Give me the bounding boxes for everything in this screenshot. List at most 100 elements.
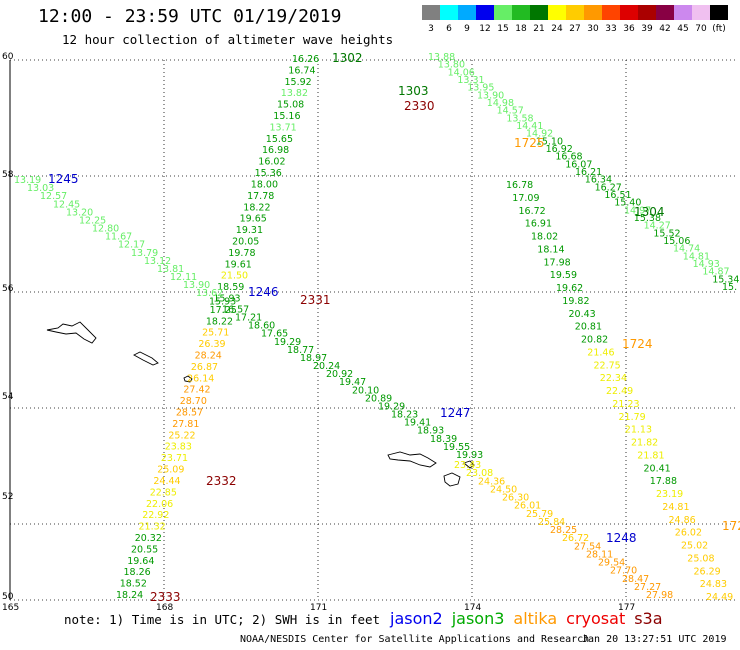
pass-time-label: 1246 bbox=[248, 285, 279, 299]
wave-height-value: 14.41 bbox=[516, 121, 543, 132]
wave-height-value: 16.72 bbox=[519, 206, 546, 217]
island-shape bbox=[443, 472, 461, 487]
legend-label: 39 bbox=[641, 24, 653, 34]
wave-height-value: 12.17 bbox=[118, 240, 145, 251]
wave-height-value: 13.12 bbox=[144, 256, 171, 267]
wave-height-value: 13.81 bbox=[157, 264, 184, 275]
wave-height-value: 20.43 bbox=[569, 309, 596, 320]
legend-label: 3 bbox=[428, 24, 434, 34]
pass-time-label: 1248 bbox=[606, 531, 637, 545]
pass-time-label: 2333 bbox=[150, 590, 181, 604]
pass-time-label: 1724 bbox=[622, 337, 653, 351]
pass-time-label: 1303 bbox=[398, 84, 429, 98]
wave-height-value: 26.30 bbox=[502, 493, 529, 504]
map-subtitle: 12 hour collection of altimeter wave hei… bbox=[62, 32, 394, 47]
wave-height-value: 17.98 bbox=[544, 257, 571, 268]
wave-height-value: 12.80 bbox=[92, 224, 119, 235]
wave-height-value: 19.29 bbox=[274, 337, 301, 348]
wave-height-value: 16.51 bbox=[604, 190, 631, 201]
wave-height-value: 21.82 bbox=[631, 438, 658, 449]
legend-label: 33 bbox=[605, 24, 617, 34]
wave-height-value: 16.91 bbox=[525, 219, 552, 230]
wave-height-value: 19.61 bbox=[225, 259, 252, 270]
wave-height-value: 13.90 bbox=[183, 280, 210, 291]
wave-height-value: 20.55 bbox=[131, 544, 158, 555]
legend-label: 70 bbox=[695, 24, 707, 34]
wave-height-value: 19.93 bbox=[456, 450, 483, 461]
wave-height-value: 25.71 bbox=[202, 328, 229, 339]
wave-height-value: 13.90 bbox=[477, 90, 504, 101]
wave-height-value: 13.80 bbox=[438, 60, 465, 71]
wave-height-value: 13.88 bbox=[428, 52, 455, 63]
satellite-legend-item: s3a bbox=[634, 609, 663, 628]
wave-height-value: 15.10 bbox=[536, 136, 563, 147]
legend-label: 42 bbox=[659, 24, 671, 34]
latitude-tick-label: 60 bbox=[2, 52, 14, 62]
wave-height-value: 17.65 bbox=[261, 329, 288, 340]
wave-height-value: 18.93 bbox=[417, 426, 444, 437]
wave-height-value: 23.08 bbox=[466, 468, 493, 479]
legend-swatch bbox=[584, 5, 602, 20]
legend-swatch bbox=[548, 5, 566, 20]
satellite-legend-item: altika bbox=[513, 609, 558, 628]
wave-height-value: 16.21 bbox=[575, 167, 602, 178]
island-shape bbox=[183, 375, 193, 383]
legend-label: 27 bbox=[569, 24, 581, 34]
wave-height-value: 22.06 bbox=[146, 499, 173, 510]
wave-height-value: 18.59 bbox=[217, 282, 244, 293]
longitude-tick-label: 177 bbox=[618, 603, 635, 613]
wave-height-value: 19.29 bbox=[378, 402, 405, 413]
wave-height-value: 16.92 bbox=[546, 144, 573, 155]
wave-height-value: 12.57 bbox=[40, 191, 67, 202]
wave-height-value: 22.75 bbox=[594, 360, 621, 371]
wave-height-value: 21.13 bbox=[625, 425, 652, 436]
legend-swatch bbox=[458, 5, 476, 20]
wave-height-value: 13.71 bbox=[270, 122, 297, 133]
wave-height-values: 16.2616.7415.9213.8215.0815.1613.7115.65… bbox=[14, 52, 739, 603]
wave-height-value: 13.79 bbox=[131, 248, 158, 259]
wave-height-value: 15.08 bbox=[277, 100, 304, 111]
wave-height-value: 15.52 bbox=[653, 228, 680, 239]
wave-height-value: 18.97 bbox=[300, 353, 327, 364]
wave-height-value: 27.98 bbox=[646, 590, 673, 601]
legend-swatch bbox=[512, 5, 530, 20]
wave-height-value: 19.64 bbox=[127, 556, 154, 567]
legend-swatch bbox=[440, 5, 458, 20]
wave-height-value: 21.79 bbox=[619, 412, 646, 423]
wave-height-value: 14.93 bbox=[693, 259, 720, 270]
pass-time-label: 1302 bbox=[332, 51, 363, 65]
legend-label: 15 bbox=[497, 24, 509, 34]
wave-height-value: 19.31 bbox=[236, 225, 263, 236]
pass-time-label: 1725 bbox=[514, 136, 545, 150]
wave-height-value: 17.09 bbox=[512, 193, 539, 204]
wave-height-value: 15.92 bbox=[285, 77, 312, 88]
wave-height-value: 19.78 bbox=[228, 248, 255, 259]
wave-height-value: 16.07 bbox=[565, 159, 592, 170]
wave-height-value: 18.14 bbox=[537, 244, 564, 255]
island-shape bbox=[133, 351, 159, 366]
wave-height-value: 11.67 bbox=[105, 232, 132, 243]
wave-height-value: 16.02 bbox=[258, 157, 285, 168]
wave-height-value: 20.32 bbox=[135, 533, 162, 544]
wave-height-value: 27.42 bbox=[183, 385, 210, 396]
latitude-tick-label: 56 bbox=[2, 284, 14, 294]
wave-height-value: 21.23 bbox=[612, 399, 639, 410]
island-shape bbox=[463, 460, 475, 469]
pass-time-label: 172 bbox=[722, 519, 740, 533]
credit-line: NOAA/NESDIS Center for Satellite Applica… bbox=[240, 634, 590, 645]
wave-height-value: 14.81 bbox=[683, 251, 710, 262]
wave-height-value: 12.11 bbox=[170, 272, 197, 283]
pass-time-label: 2332 bbox=[206, 474, 237, 488]
wave-height-value: 25.09 bbox=[157, 465, 184, 476]
legend-label: 18 bbox=[515, 24, 527, 34]
wave-height-value: 18.22 bbox=[206, 316, 233, 327]
wave-height-value: 17.21 bbox=[235, 313, 262, 324]
latitude-tick-label: 50 bbox=[2, 592, 14, 602]
satellite-legend-item: jason3 bbox=[451, 609, 505, 628]
legend-label: 24 bbox=[551, 24, 563, 34]
wave-height-value: 15.40 bbox=[614, 198, 641, 209]
wave-height-value: 18.77 bbox=[287, 345, 314, 356]
wave-height-value: 15.36 bbox=[255, 168, 282, 179]
wave-height-value: 15.16 bbox=[273, 111, 300, 122]
